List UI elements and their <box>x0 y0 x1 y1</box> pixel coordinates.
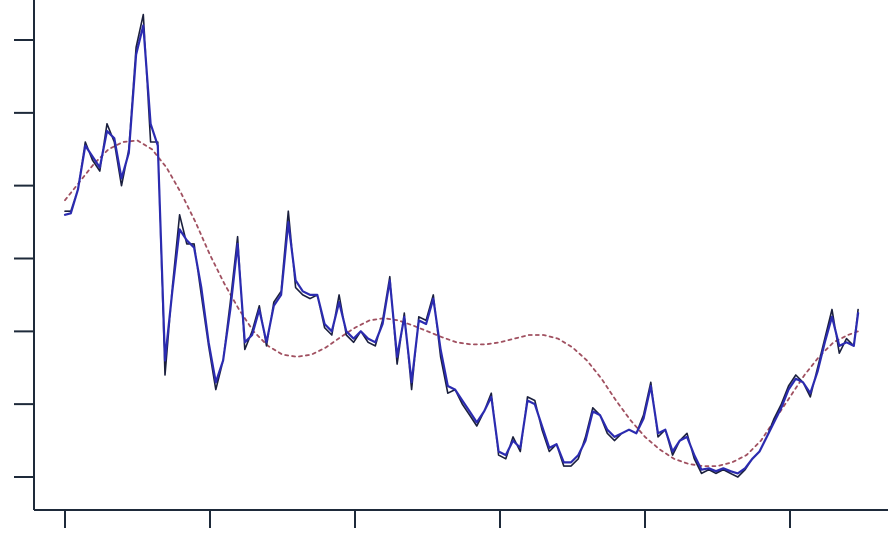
series-line-smoothed <box>63 24 860 475</box>
series-line-trend <box>64 139 859 467</box>
axes <box>14 0 888 528</box>
series-layer <box>63 13 860 478</box>
series-line-raw <box>64 13 859 478</box>
